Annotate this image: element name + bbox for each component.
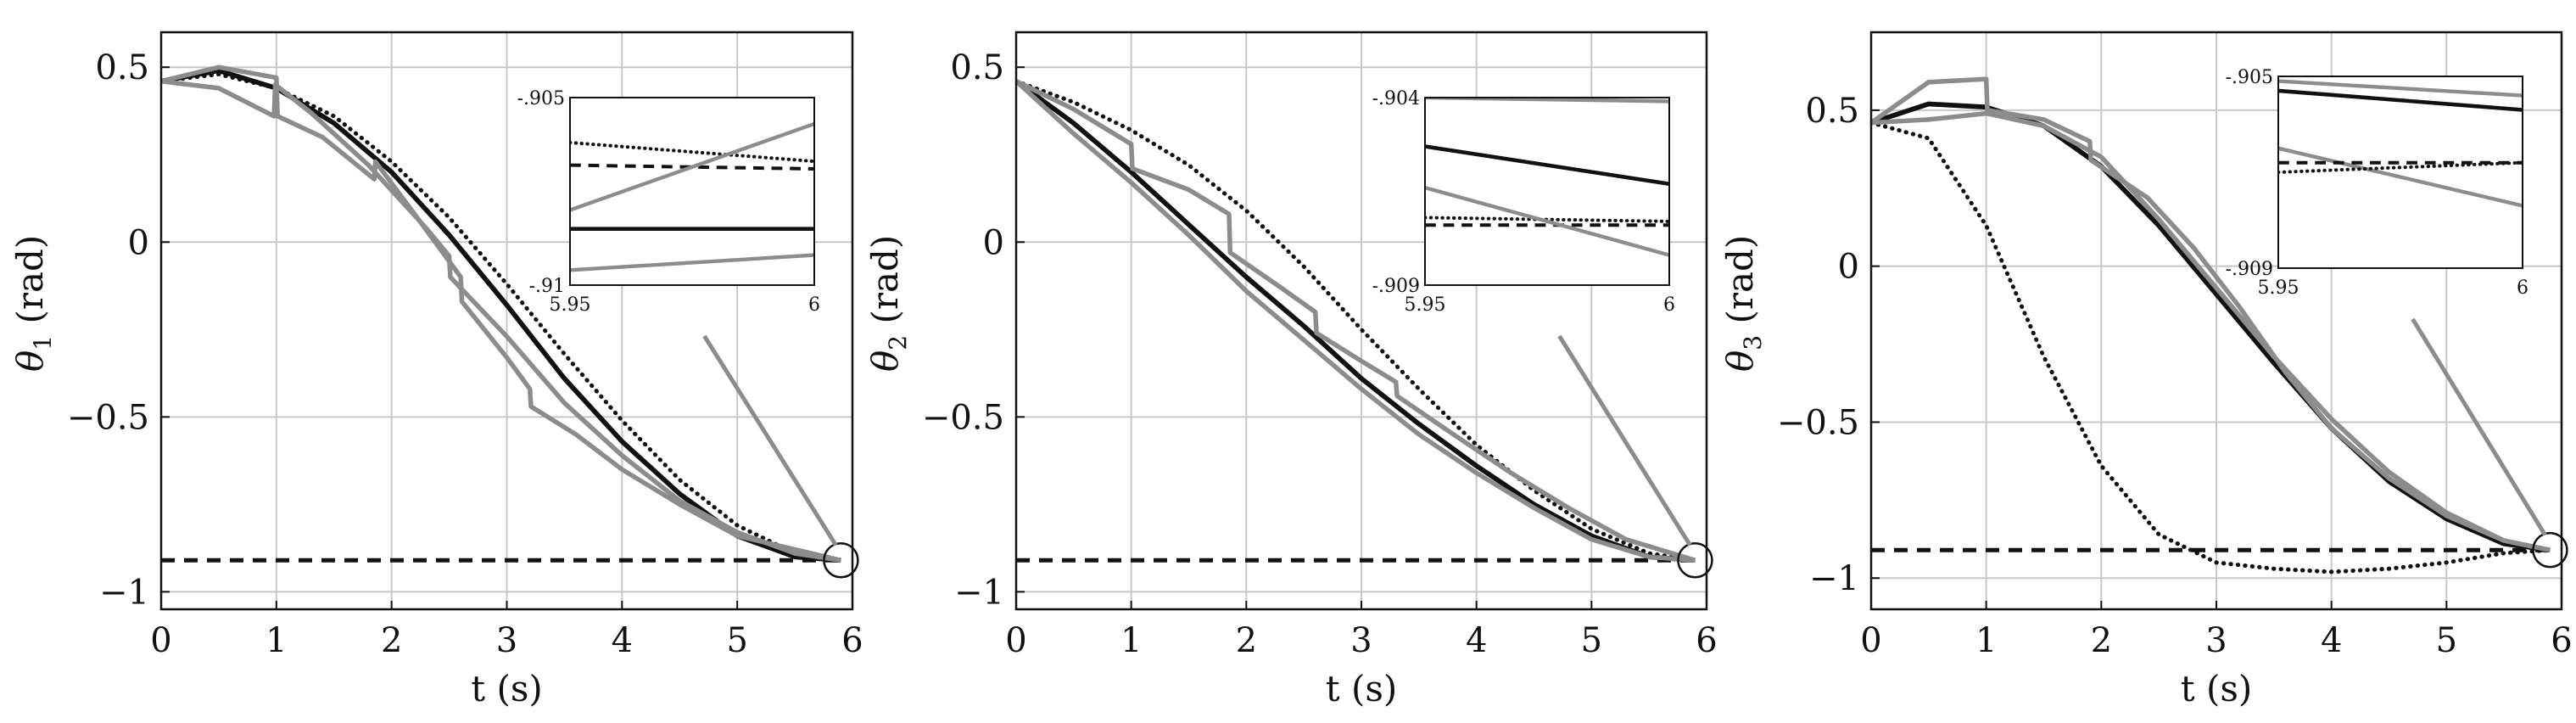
- inset-y-tick-label: -.91: [529, 276, 565, 297]
- inset-series-line-dotted-black: [2278, 160, 2523, 174]
- inset-x-tick-label: 5.95: [1405, 294, 1446, 316]
- inset-series-line-solid-black: [1425, 144, 1669, 186]
- x-tick-label: 3: [2205, 621, 2227, 660]
- series-line-solid-gray: [1016, 79, 1696, 563]
- inset-series-group: [1425, 98, 1669, 257]
- x-tick-label: 5: [1581, 621, 1602, 660]
- inset-x-tick-label: 6: [2517, 277, 2529, 299]
- inset-x-tick-label: 5.95: [550, 294, 591, 316]
- inset-series-group: [2278, 79, 2523, 208]
- y-tick-label: −1: [1809, 559, 1859, 598]
- inset-x-tick-label: 6: [808, 294, 820, 316]
- inset-y-tick-label: -.909: [1372, 276, 1420, 297]
- chart-panel-3: 0 1 2 3 4 5 6 0.5 0 −0.5 −1 t (s) θ3 (rad) 5.95 6 -.905…: [1719, 31, 2573, 709]
- inset-series-line-solid-black: [2278, 88, 2523, 112]
- y-tick-label: 0: [983, 223, 1004, 262]
- y-tick-label: 0.5: [1805, 92, 1859, 131]
- x-tick-label: 0: [150, 621, 171, 660]
- inset-border: [1424, 97, 1670, 286]
- inset-x-tick-label: 6: [1663, 294, 1675, 316]
- x-tick-label: 5: [2436, 621, 2457, 660]
- series-line-solid-black: [1016, 79, 1696, 563]
- y-axis-label: θ1 (rad): [9, 235, 57, 372]
- x-tick-label: 1: [1120, 621, 1142, 660]
- x-tick-label: 6: [1696, 621, 1717, 660]
- y-axis-label: θ2 (rad): [864, 235, 912, 372]
- series-line-solid-gray: [1871, 110, 2551, 552]
- inset-series-line-solid-gray: [570, 121, 814, 212]
- x-axis-label: t (s): [2181, 668, 2253, 709]
- x-tick-label: 1: [1975, 621, 1997, 660]
- x-axis-label: t (s): [471, 668, 543, 709]
- y-tick-label: 0.5: [950, 48, 1004, 87]
- y-tick-label: −0.5: [67, 398, 149, 437]
- chart-panel-1: 0 1 2 3 4 5 6 0.5 0 −0.5 −1 t (s) θ1 (rad) 5.95 6 -.905…: [9, 31, 863, 709]
- x-tick-label: 2: [381, 621, 402, 660]
- series-group: [161, 64, 843, 563]
- end-marker-circle: [823, 542, 859, 579]
- inset-series-line-solid-gray: [2278, 79, 2523, 98]
- inset-y-tick-label: -.905: [2226, 67, 2273, 88]
- inset-series-line-solid-gray: [570, 253, 814, 272]
- y-tick-label: 0: [128, 223, 149, 262]
- inset-series-line-solid-gray: [2278, 146, 2523, 208]
- series-line-solid-gray: [161, 78, 841, 563]
- inset-y-tick-label: -.905: [517, 88, 565, 109]
- inset-series-line-solid-gray: [1425, 185, 1669, 257]
- inset-series-line-dashed-black: [570, 163, 814, 171]
- y-tick-label: −1: [99, 573, 149, 612]
- x-tick-label: 4: [2321, 621, 2342, 660]
- y-tick-label: −0.5: [922, 398, 1004, 437]
- inset-y-tick-label: -.904: [1372, 88, 1420, 109]
- inset-connector-line: [702, 334, 838, 546]
- series-line-dotted-black: [1871, 120, 2552, 574]
- x-tick-label: 1: [265, 621, 287, 660]
- x-tick-label: 0: [1005, 621, 1026, 660]
- x-tick-label: 3: [496, 621, 517, 660]
- inset-series-line-dotted-black: [570, 141, 814, 164]
- x-tick-label: 5: [726, 621, 747, 660]
- inset-frame: [569, 97, 815, 286]
- chart-panel-2: 0 1 2 3 4 5 6 0.5 0 −0.5 −1 t (s) θ2 (rad) 5.95 6 -.904…: [864, 31, 1718, 709]
- y-tick-label: 0: [1838, 248, 1859, 287]
- series-line-dotted-black: [1016, 79, 1697, 563]
- inset-x-tick-label: 5.95: [2258, 277, 2299, 299]
- series-line-solid-gray: [1016, 79, 1696, 563]
- x-tick-label: 4: [1466, 621, 1487, 660]
- inset-y-tick-label: -.909: [2226, 259, 2273, 280]
- x-axis-label: t (s): [1326, 668, 1398, 709]
- end-marker-circle: [2532, 531, 2568, 569]
- y-tick-label: −0.5: [1777, 403, 1859, 442]
- inset-series-group: [570, 121, 814, 272]
- inset-connector-line: [1557, 334, 1692, 546]
- inset-frame: [1424, 97, 1670, 286]
- end-marker-circle: [1677, 542, 1713, 579]
- x-tick-label: 0: [1860, 621, 1881, 660]
- y-tick-label: −1: [954, 573, 1004, 612]
- x-tick-label: 2: [1236, 621, 1257, 660]
- inset-border: [569, 97, 815, 286]
- x-tick-label: 6: [841, 621, 863, 660]
- series-group: [1016, 79, 1697, 563]
- inset-border: [2277, 76, 2523, 269]
- series-line-solid-gray: [1871, 76, 2551, 552]
- inset-connector-line: [2411, 317, 2547, 536]
- y-axis-label: θ3 (rad): [1719, 235, 1767, 372]
- y-tick-label: 0.5: [95, 48, 149, 87]
- x-tick-label: 6: [2551, 621, 2572, 660]
- x-tick-label: 4: [612, 621, 633, 660]
- series-group: [1871, 76, 2552, 574]
- x-tick-label: 2: [2091, 621, 2112, 660]
- x-tick-label: 3: [1350, 621, 1372, 660]
